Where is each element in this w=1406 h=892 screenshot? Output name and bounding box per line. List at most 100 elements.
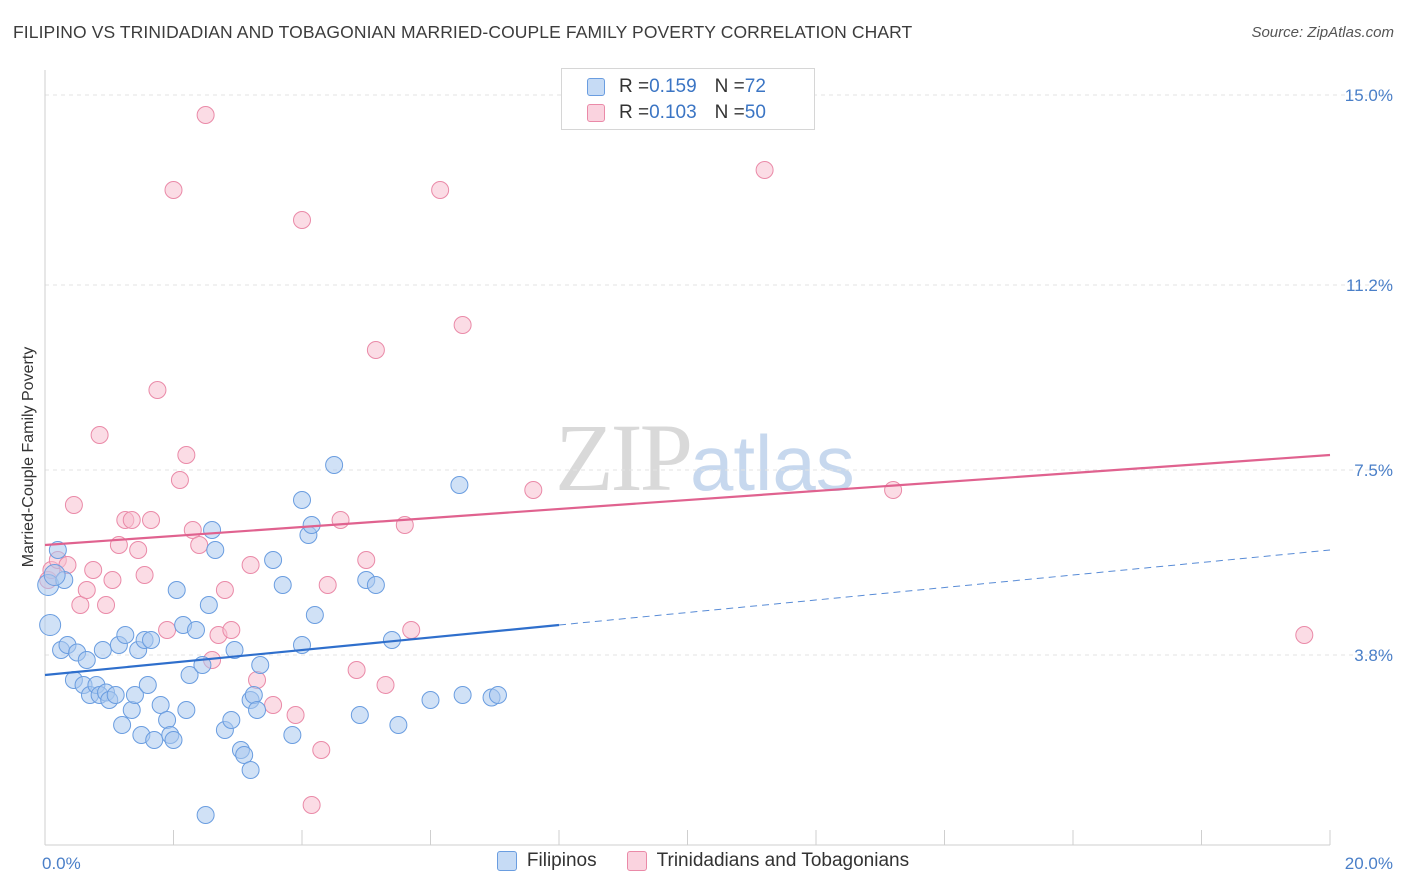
- filipinos-point: [39, 614, 62, 636]
- watermark: ZIPatlas: [555, 402, 855, 513]
- legend-item-filipinos: Filipinos: [496, 850, 597, 872]
- trinidadians-point: [453, 316, 472, 334]
- trinidadians-point: [884, 481, 903, 499]
- filipinos-point: [244, 686, 263, 704]
- trinidadians-point: [286, 706, 305, 724]
- legend-swatch-pink: [587, 104, 605, 122]
- filipinos-point: [113, 716, 132, 734]
- trinidadians-point: [196, 106, 215, 124]
- filipinos-trend-line: [44, 623, 560, 677]
- filipinos-point: [366, 576, 385, 594]
- trinidadians-point: [264, 696, 283, 714]
- filipinos-point: [389, 716, 408, 734]
- chart-title: FILIPINO VS TRINIDADIAN AND TOBAGONIAN M…: [13, 22, 913, 42]
- filipinos-point: [125, 686, 144, 704]
- r-value: 0.159: [649, 76, 697, 97]
- filipinos-point: [241, 761, 260, 779]
- filipinos-point: [225, 641, 244, 659]
- tick-labels: 3.8% 7.5% 11.2% 15.0% 0.0% 20.0%: [42, 86, 1393, 873]
- filipinos-point: [203, 521, 222, 539]
- filipinos-point: [222, 711, 241, 729]
- legend-item-trinidadians: Trinidadians and Tobagonians: [626, 850, 909, 872]
- filipinos-point: [196, 806, 215, 824]
- legend-label: Filipinos: [526, 850, 597, 871]
- trinidadians-point: [158, 621, 177, 639]
- trend-lines: [44, 453, 1331, 677]
- filipinos-point: [264, 551, 283, 569]
- legend-swatch-blue: [587, 78, 605, 96]
- trinidadians-point: [71, 596, 90, 614]
- trinidadians-point: [129, 541, 148, 559]
- trinidadians-point: [222, 621, 241, 639]
- series-legend: Filipinos Trinidadians and Tobagonians: [0, 850, 1406, 872]
- watermark-zip: ZIP: [555, 404, 693, 511]
- filipinos-point: [350, 706, 369, 724]
- trinidadians-point: [84, 561, 103, 579]
- filipinos-point: [283, 726, 302, 744]
- trinidadians-point: [347, 661, 366, 679]
- trinidadians-point: [331, 511, 350, 529]
- filipinos-point: [106, 686, 125, 704]
- filipinos-point: [164, 731, 183, 749]
- trinidadians-point: [318, 576, 337, 594]
- filipinos-point: [116, 626, 135, 644]
- n-value: 72: [744, 76, 766, 97]
- filipinos-point: [421, 691, 440, 709]
- filipinos-point: [206, 541, 225, 559]
- trinidadians-point: [376, 676, 395, 694]
- trinidadians-point: [755, 161, 774, 179]
- trinidadians-point: [164, 181, 183, 199]
- series-filipinos-points: [37, 456, 507, 824]
- trinidadians-point: [431, 181, 450, 199]
- n-value: 50: [744, 102, 766, 123]
- trinidadians-point: [170, 471, 189, 489]
- filipinos-point: [177, 701, 196, 719]
- trinidadians-point: [248, 671, 267, 689]
- r-label: R =: [619, 102, 650, 123]
- filipinos-point: [43, 564, 66, 586]
- filipinos-point: [488, 686, 507, 704]
- axes: [44, 70, 1331, 846]
- filipinos-point: [77, 651, 96, 669]
- trinidadians-point: [77, 581, 96, 599]
- trinidadians-point: [122, 511, 141, 529]
- y-tick-label: 15.0%: [1345, 86, 1393, 105]
- trinidadians-point: [103, 571, 122, 589]
- filipinos-trend-extension: [558, 549, 1331, 626]
- legend-swatch-blue: [496, 851, 517, 871]
- filipinos-point: [305, 606, 324, 624]
- r-value: 0.103: [649, 102, 697, 123]
- trinidadians-point: [142, 511, 161, 529]
- filipinos-point: [248, 701, 267, 719]
- trinidadians-point: [357, 551, 376, 569]
- trinidadians-point: [1295, 626, 1314, 644]
- trinidadians-point: [241, 556, 260, 574]
- x-tick-label: 0.0%: [42, 854, 81, 873]
- trinidadians-point: [302, 796, 321, 814]
- watermark-atlas: atlas: [690, 419, 855, 507]
- source-label: Source: ZipAtlas.com: [1251, 24, 1394, 41]
- trinidadians-point: [524, 481, 543, 499]
- trinidadians-point: [190, 536, 209, 554]
- filipinos-point: [122, 701, 141, 719]
- trinidadians-point: [135, 566, 154, 584]
- trinidadians-trend-line: [44, 453, 1331, 547]
- filipinos-point: [180, 666, 199, 684]
- r-label: R =: [619, 76, 650, 97]
- n-label: N =: [714, 76, 745, 97]
- filipinos-point: [199, 596, 218, 614]
- trinidadians-point: [90, 426, 109, 444]
- x-tick-label: 20.0%: [1345, 854, 1393, 873]
- trinidadians-point: [215, 581, 234, 599]
- legend-swatch-pink: [626, 851, 647, 871]
- filipinos-point: [251, 656, 270, 674]
- trinidadians-point: [312, 741, 331, 759]
- y-tick-label: 11.2%: [1346, 276, 1393, 295]
- filipinos-point: [235, 746, 254, 764]
- stats-legend-row-trinidadians: R = 0.103 N = 50: [587, 100, 766, 126]
- stats-legend: R = 0.159 N = 72 R = 0.103 N = 50: [561, 68, 815, 130]
- y-tick-label: 7.5%: [1354, 461, 1393, 480]
- series-trinidadians-points: [39, 106, 1314, 814]
- trinidadians-point: [97, 596, 116, 614]
